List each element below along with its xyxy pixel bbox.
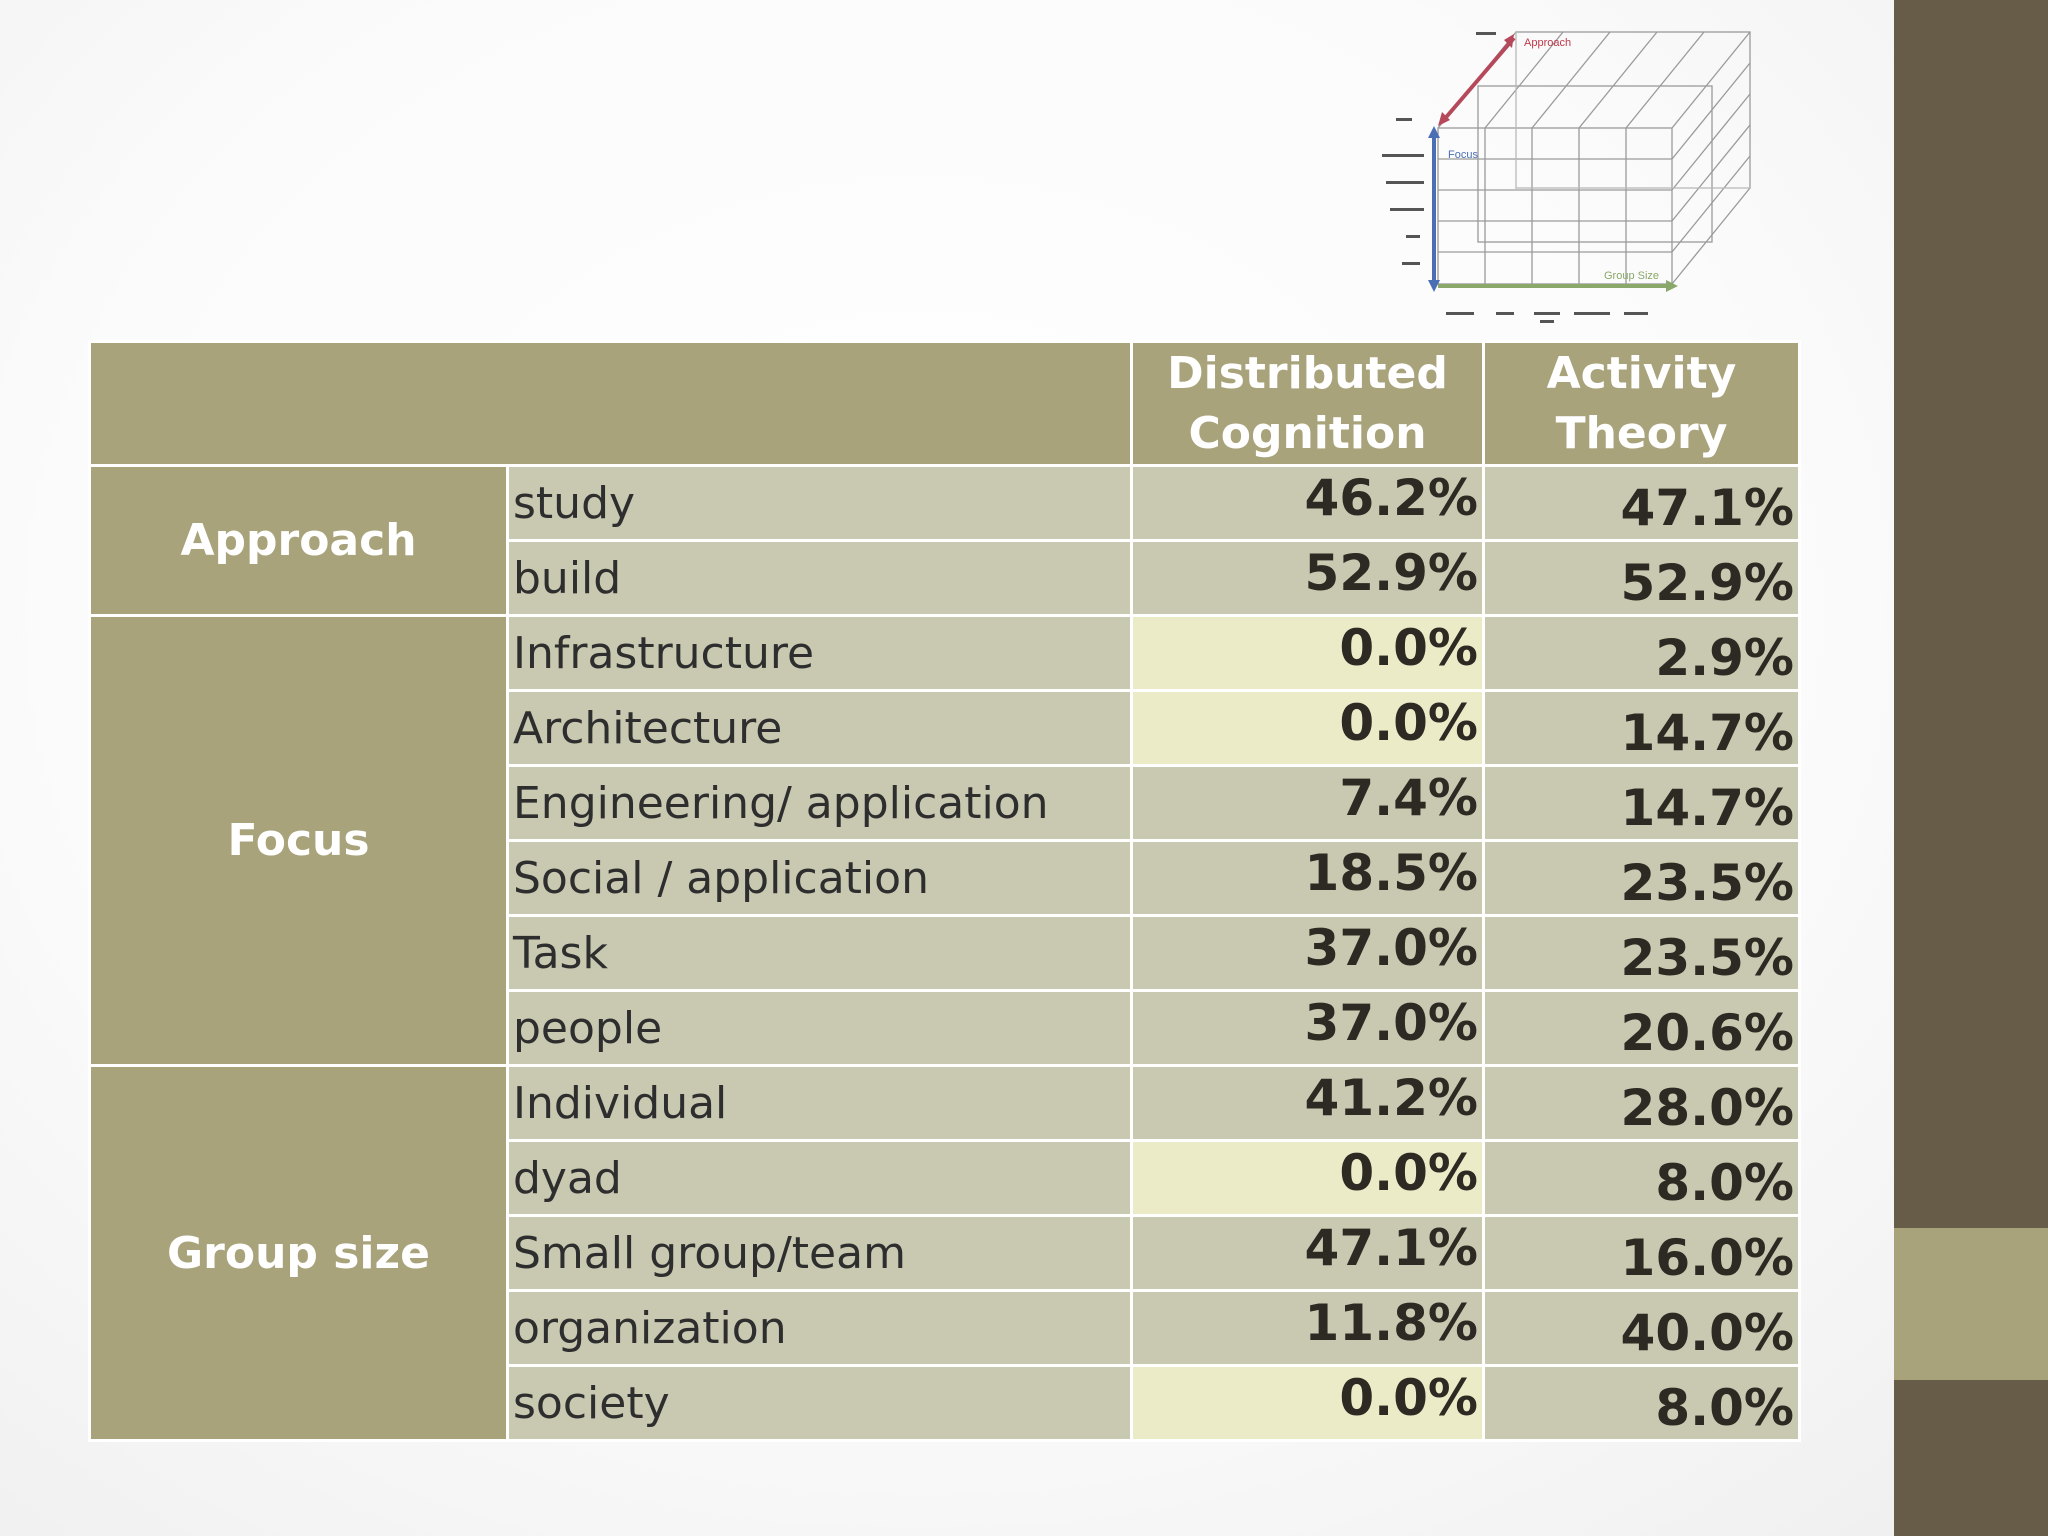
- at-value: 8.0%: [1482, 1139, 1801, 1217]
- table-row: dyad 0.0% 8.0%: [90, 1139, 1801, 1217]
- dc-value: 0.0%: [1130, 1364, 1485, 1442]
- at-value: 2.9%: [1482, 614, 1801, 692]
- dc-value: 7.4%: [1130, 764, 1485, 842]
- at-value: 14.7%: [1482, 764, 1801, 842]
- cube-diagram: Approach Focus Group Size: [1376, 24, 1780, 330]
- dc-value: 41.2%: [1130, 1064, 1485, 1142]
- group-size-axis-label: Group Size: [1604, 270, 1659, 282]
- at-value: 23.5%: [1482, 839, 1801, 917]
- table-row: Group size Individual 41.2% 28.0%: [88, 1064, 1801, 1442]
- row-label: Task: [506, 914, 1133, 992]
- category-focus: Focus: [88, 614, 509, 1067]
- row-label: organization: [506, 1289, 1133, 1367]
- row-label: Engineering/ application: [506, 764, 1133, 842]
- column-header-at-line2: Theory: [1555, 407, 1728, 459]
- focus-axis-label: Focus: [1448, 149, 1478, 161]
- comparison-table: Distributed Cognition Activity Theory Ap…: [88, 340, 1801, 1442]
- dc-value: 47.1%: [1130, 1214, 1485, 1292]
- table-row: Social / application 18.5% 23.5%: [90, 839, 1801, 917]
- row-label: society: [506, 1364, 1133, 1442]
- column-header-activity-theory: Activity Theory: [1482, 340, 1801, 467]
- row-label: Small group/team: [506, 1214, 1133, 1292]
- at-value: 23.5%: [1482, 914, 1801, 992]
- table-row: Architecture 0.0% 14.7%: [90, 689, 1801, 767]
- category-approach: Approach: [88, 464, 509, 617]
- header-empty-cell: [88, 340, 1133, 467]
- dc-value: 37.0%: [1130, 989, 1485, 1067]
- table-row: society 0.0% 8.0%: [90, 1364, 1801, 1442]
- dc-value: 37.0%: [1130, 914, 1485, 992]
- row-label: dyad: [506, 1139, 1133, 1217]
- row-label: people: [506, 989, 1133, 1067]
- right-decorative-band: [1894, 0, 2048, 1536]
- dc-value: 11.8%: [1130, 1289, 1485, 1367]
- dc-value: 0.0%: [1130, 1139, 1485, 1217]
- band-segment-dark-bottom: [1894, 1380, 2048, 1536]
- at-value: 47.1%: [1482, 464, 1801, 542]
- dc-value: 18.5%: [1130, 839, 1485, 917]
- at-value: 52.9%: [1482, 539, 1801, 617]
- table-row: Focus Infrastructure 0.0% 2.9%: [88, 614, 1801, 1067]
- column-header-distributed-cognition: Distributed Cognition: [1130, 340, 1485, 467]
- table-row: build 52.9% 52.9%: [90, 539, 1801, 617]
- at-value: 8.0%: [1482, 1364, 1801, 1442]
- row-label: Infrastructure: [506, 614, 1133, 692]
- table-row: people 37.0% 20.6%: [90, 989, 1801, 1067]
- at-value: 16.0%: [1482, 1214, 1801, 1292]
- column-header-at-line1: Activity: [1546, 347, 1737, 399]
- band-segment-light: [1894, 1228, 2048, 1380]
- dc-value: 46.2%: [1130, 464, 1485, 542]
- approach-axis-label: Approach: [1524, 37, 1571, 49]
- category-group-size: Group size: [88, 1064, 509, 1442]
- at-value: 14.7%: [1482, 689, 1801, 767]
- row-label: Architecture: [506, 689, 1133, 767]
- table-row: Approach study 46.2% 47.1%: [88, 464, 1801, 617]
- column-header-dc-line1: Distributed: [1167, 347, 1448, 399]
- cube-diagram-svg: Approach Focus Group Size: [1382, 31, 1751, 323]
- column-header-dc-line2: Cognition: [1188, 407, 1427, 459]
- row-label: study: [506, 464, 1133, 542]
- dc-value: 0.0%: [1130, 614, 1485, 692]
- at-value: 28.0%: [1482, 1064, 1801, 1142]
- at-value: 40.0%: [1482, 1289, 1801, 1367]
- table-row: organization 11.8% 40.0%: [90, 1289, 1801, 1367]
- table-row: Engineering/ application 7.4% 14.7%: [90, 764, 1801, 842]
- dc-value: 52.9%: [1130, 539, 1485, 617]
- row-label: Social / application: [506, 839, 1133, 917]
- dc-value: 0.0%: [1130, 689, 1485, 767]
- band-segment-dark-top: [1894, 0, 2048, 1228]
- at-value: 20.6%: [1482, 989, 1801, 1067]
- row-label: Individual: [506, 1064, 1133, 1142]
- table-row: Small group/team 47.1% 16.0%: [90, 1214, 1801, 1292]
- table-row: Task 37.0% 23.5%: [90, 914, 1801, 992]
- row-label: build: [506, 539, 1133, 617]
